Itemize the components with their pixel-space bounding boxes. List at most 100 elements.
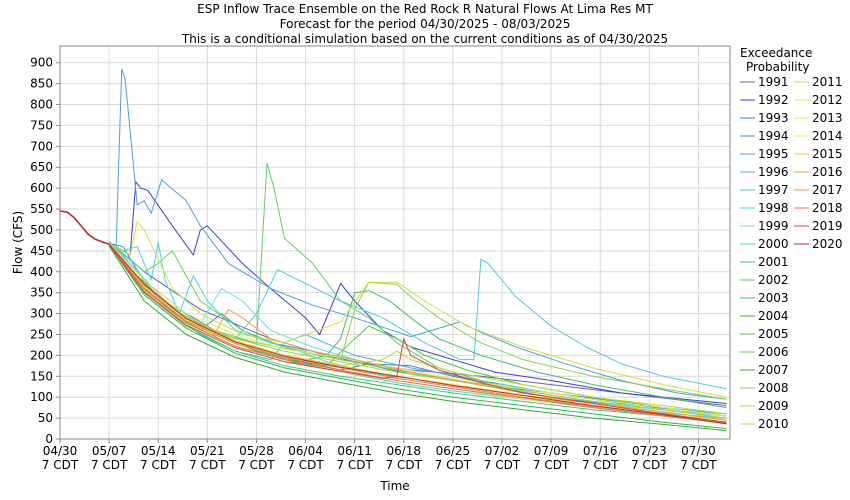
series-line-2019 (108, 244, 727, 423)
y-tick-label: 400 (30, 265, 53, 279)
y-tick-label: 450 (30, 244, 53, 258)
y-tick-label: 300 (30, 307, 53, 321)
legend-entry: 2016 (812, 165, 843, 179)
y-tick-label: 350 (30, 286, 53, 300)
y-tick-label: 200 (30, 348, 53, 362)
series-line-2011 (108, 221, 727, 398)
legend-title: Exceedance (740, 46, 812, 60)
x-tick-date: 05/07 (92, 444, 127, 458)
title-line: Forecast for the period 04/30/2025 - 08/… (280, 17, 571, 31)
series-line-2001 (108, 244, 727, 423)
legend-entry: 2004 (758, 309, 789, 323)
series-line-1995 (108, 68, 727, 400)
x-tick-tz: 7 CDT (582, 458, 619, 472)
y-tick-label: 250 (30, 327, 53, 341)
x-tick-date: 07/16 (583, 444, 618, 458)
title-line: This is a conditional simulation based o… (181, 32, 668, 46)
y-tick-label: 50 (38, 411, 53, 425)
grid-lines (59, 46, 730, 440)
legend-entry: 2002 (758, 273, 789, 287)
x-tick-date: 07/02 (485, 444, 520, 458)
x-tick-tz: 7 CDT (238, 458, 275, 472)
x-tick-date: 06/25 (436, 444, 471, 458)
x-tick-tz: 7 CDT (287, 458, 324, 472)
legend-entry: 1992 (758, 93, 789, 107)
series-line-1992 (108, 181, 727, 404)
x-tick-tz: 7 CDT (91, 458, 128, 472)
series-line-1993 (108, 242, 727, 415)
x-tick-date: 05/21 (190, 444, 225, 458)
x-tick-tz: 7 CDT (386, 458, 423, 472)
title-line: ESP Inflow Trace Ensemble on the Red Roc… (197, 2, 653, 16)
x-tick-tz: 7 CDT (42, 458, 79, 472)
series-line-2017 (108, 244, 727, 423)
legend-entry: 2009 (758, 399, 789, 413)
legend-entry: 2019 (812, 219, 843, 233)
y-tick-label: 0 (45, 432, 53, 446)
y-axis-label: Flow (CFS) (11, 211, 25, 274)
x-tick-date: 06/18 (386, 444, 421, 458)
legend-entry: 1991 (758, 75, 789, 89)
legend-entry: 2005 (758, 327, 789, 341)
x-tick-date: 05/28 (239, 444, 274, 458)
series-line-2020 (108, 243, 727, 425)
legend-entry: 1996 (758, 165, 789, 179)
y-tick-label: 900 (30, 56, 53, 70)
legend-entry: 2015 (812, 147, 843, 161)
legend-entry: 2018 (812, 201, 843, 215)
y-tick-label: 500 (30, 223, 53, 237)
y-tick-label: 700 (30, 139, 53, 153)
series-line-1991 (108, 241, 727, 407)
legend-entry: 2010 (758, 417, 789, 431)
x-tick-tz: 7 CDT (631, 458, 668, 472)
chart-title: ESP Inflow Trace Ensemble on the Red Roc… (181, 2, 668, 46)
legend-entry: 1994 (758, 129, 789, 143)
legend-title: Probability (746, 60, 809, 74)
legend-entry: 2014 (812, 129, 843, 143)
observed-initial-segment (59, 210, 110, 245)
x-tick-date: 06/11 (337, 444, 372, 458)
series-line-1997 (108, 242, 727, 390)
x-tick-date: 07/09 (534, 444, 569, 458)
y-axis: 0 50 100 150 200 250 300 350 400 450 500 550 600 650 7… (30, 56, 60, 446)
x-tick-date: 05/14 (141, 444, 176, 458)
x-tick-date: 07/30 (681, 444, 716, 458)
x-tick-tz: 7 CDT (533, 458, 570, 472)
legend-entry: 1998 (758, 201, 789, 215)
legend-entry: 1999 (758, 219, 789, 233)
y-tick-label: 750 (30, 118, 53, 132)
legend-entry: 2013 (812, 111, 843, 125)
series-line-2007 (108, 245, 727, 432)
y-tick-label: 850 (30, 77, 53, 91)
legend-entry: 2001 (758, 255, 789, 269)
legend-entry: 2011 (812, 75, 843, 89)
plot-frame (59, 45, 731, 440)
x-tick-tz: 7 CDT (140, 458, 177, 472)
legend-entry: 1997 (758, 183, 789, 197)
series-line-2000 (108, 243, 727, 423)
y-tick-label: 550 (30, 202, 53, 216)
x-tick-date: 06/04 (288, 444, 323, 458)
y-tick-label: 800 (30, 98, 53, 112)
x-tick-tz: 7 CDT (189, 458, 226, 472)
legend-entry: 1993 (758, 111, 789, 125)
x-tick-date: 04/30 (43, 444, 78, 458)
x-tick-tz: 7 CDT (336, 458, 373, 472)
series-line-2018 (108, 244, 727, 424)
legend-entry: 1995 (758, 147, 789, 161)
x-tick-tz: 7 CDT (435, 458, 472, 472)
legend-entry: 2006 (758, 345, 789, 359)
y-tick-label: 100 (30, 390, 53, 404)
x-tick-date: 07/23 (632, 444, 667, 458)
legend-entry: 2012 (812, 93, 843, 107)
legend-entry: 2017 (812, 183, 843, 197)
x-tick-tz: 7 CDT (484, 458, 521, 472)
x-axis-label: Time (379, 479, 409, 493)
series-line-2004 (108, 244, 727, 429)
series-lines (59, 68, 727, 432)
y-tick-label: 600 (30, 181, 53, 195)
legend-entry: 2003 (758, 291, 789, 305)
